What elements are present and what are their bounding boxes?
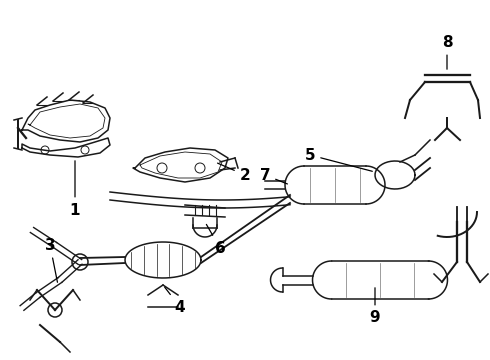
Text: 8: 8 <box>441 35 452 69</box>
Text: 7: 7 <box>260 167 288 184</box>
Text: 4: 4 <box>165 287 185 315</box>
Text: 5: 5 <box>305 148 372 171</box>
Text: 1: 1 <box>70 161 80 217</box>
Text: 6: 6 <box>206 224 225 256</box>
Text: 3: 3 <box>45 238 57 282</box>
Text: 2: 2 <box>218 163 250 183</box>
Text: 9: 9 <box>369 288 380 325</box>
